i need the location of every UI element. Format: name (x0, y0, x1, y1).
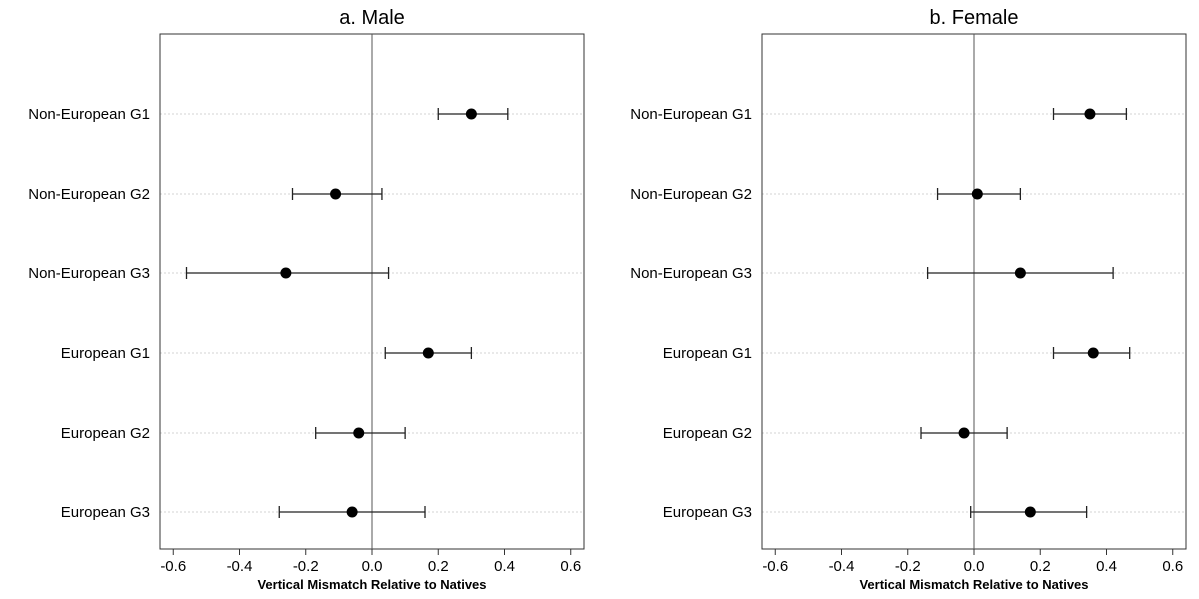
x-tick-label: 0.2 (428, 558, 449, 575)
category-label: European G1 (61, 345, 150, 362)
panel-female: b. Female Non-European G1 Non-European G2 N… (630, 7, 1187, 592)
x-tick-label: 0.4 (494, 558, 515, 575)
x-tick-label: -0.6 (762, 558, 788, 575)
point-estimate (1087, 347, 1099, 359)
panel-male: a. Male Non-European G1 Non-European G2 Non… (28, 7, 585, 592)
x-tick-label: -0.6 (160, 558, 186, 575)
category-label: Non-European G3 (28, 265, 150, 282)
x-tick-label: 0.4 (1096, 558, 1117, 575)
category-label: European G3 (61, 504, 150, 521)
x-tick-label: -0.2 (895, 558, 921, 575)
point-estimate (330, 188, 342, 200)
panel-title: a. Male (339, 7, 405, 29)
category-label: European G1 (663, 345, 752, 362)
x-tick-label: -0.4 (227, 558, 253, 575)
point-estimate (422, 347, 434, 359)
category-label: European G2 (663, 425, 752, 442)
x-tick-label: 0.0 (964, 558, 985, 575)
x-tick-label: 0.2 (1030, 558, 1051, 575)
category-label: Non-European G3 (630, 265, 752, 282)
point-estimate (1084, 108, 1096, 120)
x-axis-title: Vertical Mismatch Relative to Natives (859, 577, 1088, 592)
point-estimate (346, 506, 358, 518)
panel-title: b. Female (930, 7, 1019, 29)
point-estimate (958, 427, 970, 439)
x-tick-label: -0.2 (293, 558, 319, 575)
point-estimate (465, 108, 477, 120)
category-label: Non-European G1 (28, 106, 150, 123)
category-label: Non-European G2 (28, 186, 150, 203)
category-label: European G2 (61, 425, 150, 442)
category-label: Non-European G1 (630, 106, 752, 123)
point-estimate (1014, 267, 1026, 279)
point-estimate (353, 427, 365, 439)
x-tick-label: 0.0 (362, 558, 383, 575)
point-estimate (1024, 506, 1036, 518)
category-label: European G3 (663, 504, 752, 521)
x-tick-label: 0.6 (1162, 558, 1183, 575)
point-estimate (971, 188, 983, 200)
category-label: Non-European G2 (630, 186, 752, 203)
x-tick-label: 0.6 (560, 558, 581, 575)
x-tick-label: -0.4 (829, 558, 855, 575)
x-axis-title: Vertical Mismatch Relative to Natives (257, 577, 486, 592)
point-estimate (280, 267, 292, 279)
